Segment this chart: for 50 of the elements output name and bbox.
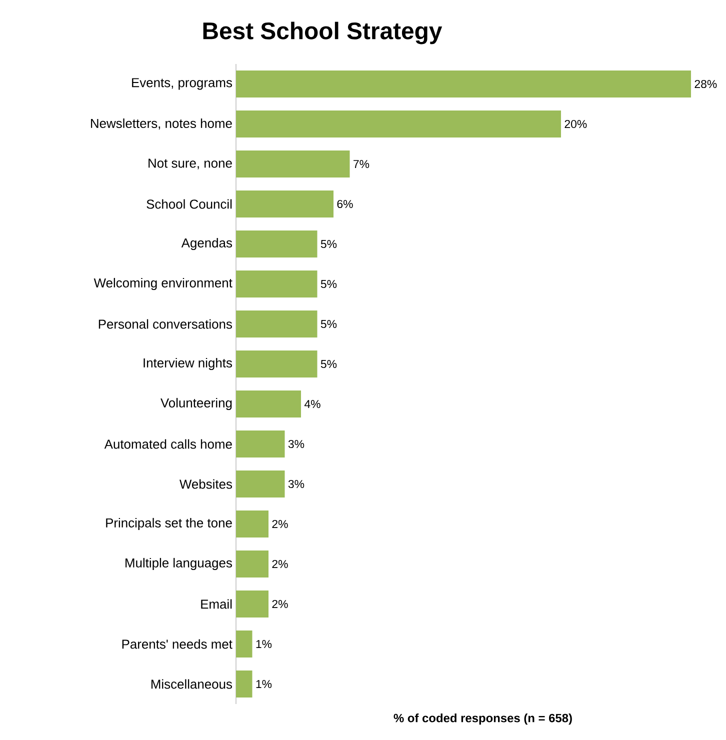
data-label: 7% [354, 160, 370, 168]
bar [236, 270, 318, 298]
y-tick-label: Agendas [181, 238, 232, 250]
y-tick-label: Personal conversations [98, 319, 232, 329]
y-tick-label: Newsletters, notes home [91, 118, 232, 130]
bar [236, 190, 334, 218]
bar [236, 390, 301, 418]
bar [236, 550, 268, 578]
data-label: 6% [337, 200, 353, 208]
x-axis-title: % of coded responses (n = 658) [394, 714, 572, 725]
data-label: 3% [288, 440, 304, 448]
y-tick-label: Websites [180, 479, 232, 489]
data-label: 2% [272, 600, 288, 608]
data-label: 1% [256, 640, 272, 648]
y-tick-label: Welcoming environment [94, 278, 232, 290]
bar [236, 590, 268, 618]
y-tick-label: Parents' needs met [122, 639, 232, 649]
data-label: 4% [304, 400, 320, 408]
y-tick-label: Miscellaneous [151, 679, 232, 689]
data-label: 2% [272, 560, 288, 568]
y-tick-label: School Council [146, 199, 232, 209]
y-tick-label: Principals set the tone [106, 518, 232, 530]
data-label: 28% [694, 80, 717, 88]
y-tick-label: Events, programs [132, 78, 232, 90]
y-tick-label: Not sure, none [148, 158, 232, 170]
data-label: 5% [320, 240, 337, 248]
bar [236, 670, 252, 698]
bar [236, 70, 691, 98]
chart-title: Best School Strategy [203, 22, 442, 44]
bar [236, 430, 285, 458]
bar [236, 350, 318, 378]
bar [236, 630, 252, 658]
bar [236, 150, 350, 178]
y-tick-label: Volunteering [160, 398, 232, 410]
data-label: 1% [256, 680, 272, 688]
y-tick-label: Interview nights [144, 358, 232, 370]
bar [236, 310, 318, 338]
bar [236, 470, 285, 498]
bar [236, 230, 318, 258]
data-label: 20% [564, 120, 587, 128]
data-label: 5% [320, 280, 337, 288]
bar [236, 110, 561, 138]
y-tick-label: Email [201, 599, 232, 609]
bar [236, 510, 268, 538]
data-label: 3% [288, 480, 304, 488]
data-label: 5% [320, 360, 337, 368]
y-tick-label: Multiple languages [126, 558, 232, 570]
data-label: 5% [320, 320, 337, 328]
y-tick-label: Automated calls home [104, 439, 232, 449]
data-label: 2% [272, 520, 288, 528]
